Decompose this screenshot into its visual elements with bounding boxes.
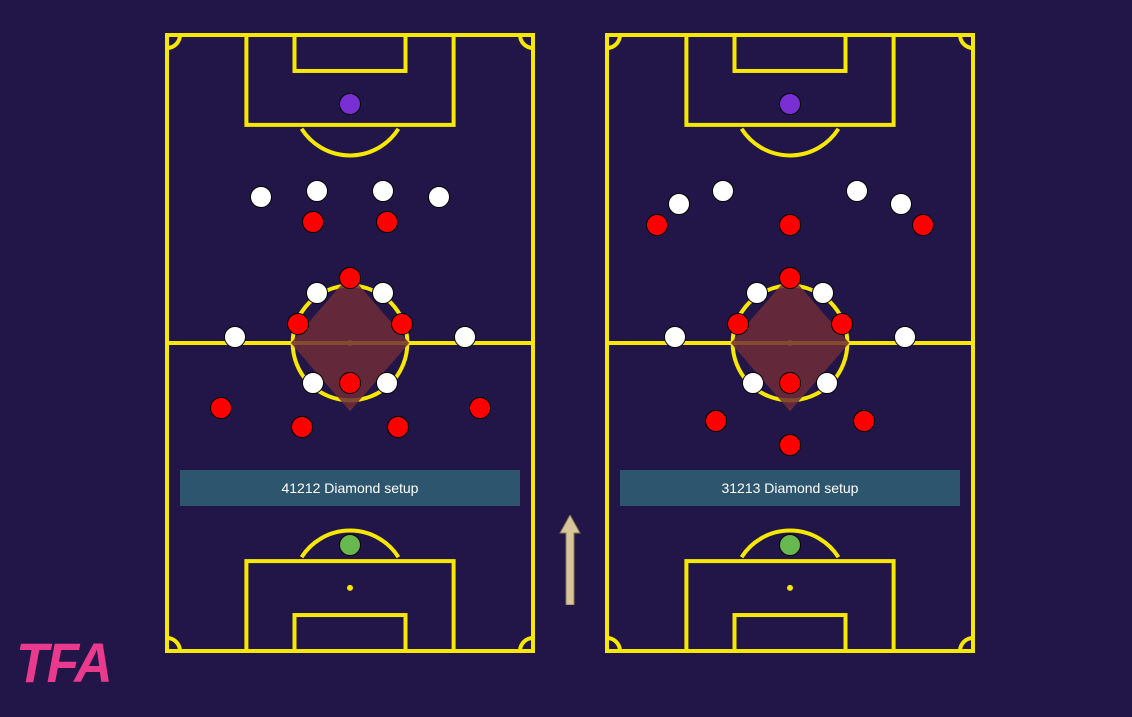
direction-arrow bbox=[558, 515, 582, 605]
formation-label-right: 31213 Diamond setup bbox=[620, 470, 960, 506]
player-dot-red bbox=[705, 410, 727, 432]
player-dot-white bbox=[428, 186, 450, 208]
player-dot-red bbox=[391, 313, 413, 335]
player-dot-white bbox=[250, 186, 272, 208]
player-dot-green bbox=[339, 534, 361, 556]
player-dot-white bbox=[894, 326, 916, 348]
player-dot-white bbox=[846, 180, 868, 202]
player-dot-white bbox=[890, 193, 912, 215]
player-dot-white bbox=[224, 326, 246, 348]
player-dot-red bbox=[469, 397, 491, 419]
player-dot-white bbox=[742, 372, 764, 394]
player-dot-red bbox=[912, 214, 934, 236]
player-dot-green bbox=[779, 534, 801, 556]
formation-label-left: 41212 Diamond setup bbox=[180, 470, 520, 506]
player-dot-white bbox=[812, 282, 834, 304]
player-dot-red bbox=[779, 267, 801, 289]
player-dot-red bbox=[646, 214, 668, 236]
pitch-right: 31213 Diamond setup bbox=[605, 33, 975, 653]
player-dot-red bbox=[287, 313, 309, 335]
player-dot-red bbox=[387, 416, 409, 438]
player-dot-white bbox=[372, 282, 394, 304]
player-dot-red bbox=[302, 211, 324, 233]
player-dot-white bbox=[306, 282, 328, 304]
player-dot-red bbox=[727, 313, 749, 335]
pitch-left: 41212 Diamond setup bbox=[165, 33, 535, 653]
player-dot-white bbox=[664, 326, 686, 348]
player-dot-red bbox=[779, 434, 801, 456]
player-dot-red bbox=[291, 416, 313, 438]
player-dot-purple bbox=[339, 93, 361, 115]
player-dot-white bbox=[302, 372, 324, 394]
player-dot-white bbox=[372, 180, 394, 202]
player-dot-white bbox=[746, 282, 768, 304]
player-dot-red bbox=[831, 313, 853, 335]
player-dot-red bbox=[779, 372, 801, 394]
player-dot-white bbox=[306, 180, 328, 202]
player-dot-white bbox=[712, 180, 734, 202]
player-dot-white bbox=[668, 193, 690, 215]
player-dot-white bbox=[376, 372, 398, 394]
player-dot-white bbox=[816, 372, 838, 394]
player-dot-red bbox=[853, 410, 875, 432]
player-dot-white bbox=[454, 326, 476, 348]
player-dot-red bbox=[210, 397, 232, 419]
tfa-logo: TFA bbox=[16, 635, 111, 691]
player-dot-red bbox=[339, 267, 361, 289]
player-dot-red bbox=[339, 372, 361, 394]
player-dot-red bbox=[779, 214, 801, 236]
player-dot-purple bbox=[779, 93, 801, 115]
player-dot-red bbox=[376, 211, 398, 233]
